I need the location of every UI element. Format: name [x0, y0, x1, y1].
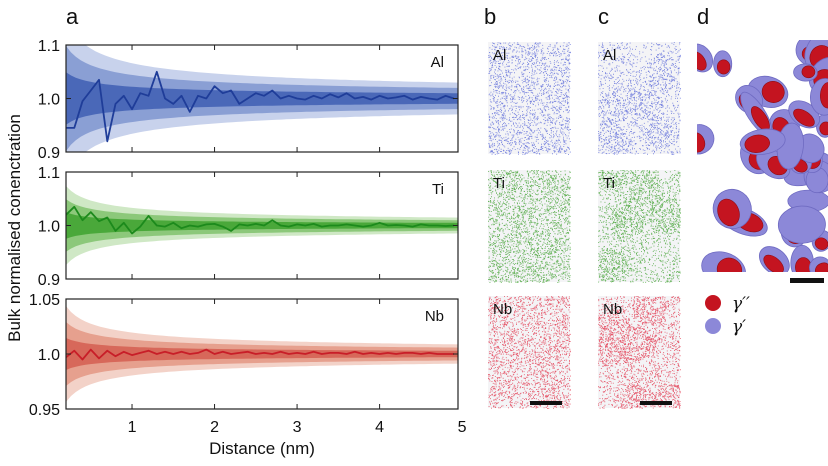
y-tick-label: 0.9 — [38, 272, 60, 289]
isosurface-reconstruction — [697, 40, 828, 283]
x-tick-label: 2 — [210, 419, 219, 436]
y-tick-label: 1.0 — [38, 92, 60, 109]
legend-d: γ′′ γ′ — [705, 294, 750, 337]
y-tick-label: 1.0 — [38, 219, 60, 236]
confidence-bands — [66, 45, 458, 152]
y-tick-label: 0.9 — [38, 145, 60, 162]
scale-bar — [640, 401, 672, 405]
series-line-ti — [66, 205, 454, 235]
legend-label-gamma-prime: γ′ — [732, 317, 746, 337]
x-tick-label: 5 — [458, 419, 467, 436]
element-map-b-ti: Ti — [488, 170, 571, 283]
element-maps: Al Ti Nb Al Ti Nb — [488, 42, 681, 409]
atom-points — [598, 296, 681, 409]
legend-label-gamma-double-prime: γ′′ — [732, 294, 750, 314]
element-label: Al — [431, 54, 444, 71]
y-axis-title: Bulk normalised conenctration — [5, 114, 24, 342]
atom-points — [488, 170, 571, 283]
panel-letter-a: a — [66, 4, 79, 29]
band-inner — [66, 72, 458, 125]
y-tick-label: 1.05 — [29, 292, 60, 309]
map-label: Ti — [603, 175, 615, 192]
y-tick-label: 0.95 — [29, 402, 60, 419]
atom-points — [488, 296, 571, 409]
element-map-c-al: Al — [598, 42, 681, 155]
precipitate — [809, 256, 828, 272]
precipitate — [788, 100, 821, 129]
precipitate — [758, 246, 790, 272]
precipitate — [793, 63, 818, 82]
scale-bar-d — [790, 278, 824, 283]
map-label: Al — [603, 47, 616, 64]
panel-letter-b: b — [484, 4, 496, 29]
chart-nb: 0.95 1.0 1.05 Nb — [29, 292, 459, 419]
element-map-c-nb: Nb — [598, 296, 681, 409]
precipitate — [739, 128, 786, 155]
element-map-b-nb: Nb — [488, 296, 571, 409]
precipitate — [697, 43, 714, 73]
precipitate — [809, 78, 828, 116]
precipitate — [790, 244, 814, 272]
element-map-b-al: Al — [488, 42, 571, 155]
panel-letter-d: d — [697, 4, 709, 29]
map-label: Nb — [603, 301, 622, 318]
element-map-c-ti: Ti — [598, 170, 681, 283]
y-tick-label: 1.0 — [38, 347, 60, 364]
y-tick-label: 1.1 — [38, 165, 60, 182]
series-line-al — [66, 70, 455, 143]
legend-marker-gamma-prime — [705, 318, 721, 334]
x-axis-title: Distance (nm) — [209, 439, 315, 458]
map-label: Ti — [493, 175, 505, 192]
precipitate — [777, 205, 826, 244]
element-label: Nb — [425, 308, 444, 325]
precipitate — [712, 188, 752, 229]
x-tick-label: 1 — [128, 419, 137, 436]
map-label: Al — [493, 47, 506, 64]
x-tick-label: 4 — [375, 419, 384, 436]
y-tick-label: 1.1 — [38, 38, 60, 55]
chart-ti: 0.9 1.0 1.1 Ti — [38, 165, 459, 289]
series-line-nb — [66, 348, 454, 361]
precipitate — [697, 124, 715, 155]
atom-points — [598, 42, 681, 155]
chart-al: 0.9 1.0 1.1 Al — [38, 38, 459, 162]
atom-points — [488, 42, 571, 155]
legend-marker-gamma-double-prime — [705, 295, 721, 311]
precipitate — [713, 50, 733, 78]
atom-points — [598, 170, 681, 283]
element-label: Ti — [432, 181, 444, 198]
precipitate — [701, 251, 746, 272]
scale-bar — [530, 401, 562, 405]
x-tick-label: 3 — [293, 419, 302, 436]
x-tick-labels: 1 2 3 4 5 — [128, 419, 467, 436]
map-label: Nb — [493, 301, 512, 318]
panel-letter-c: c — [598, 4, 609, 29]
